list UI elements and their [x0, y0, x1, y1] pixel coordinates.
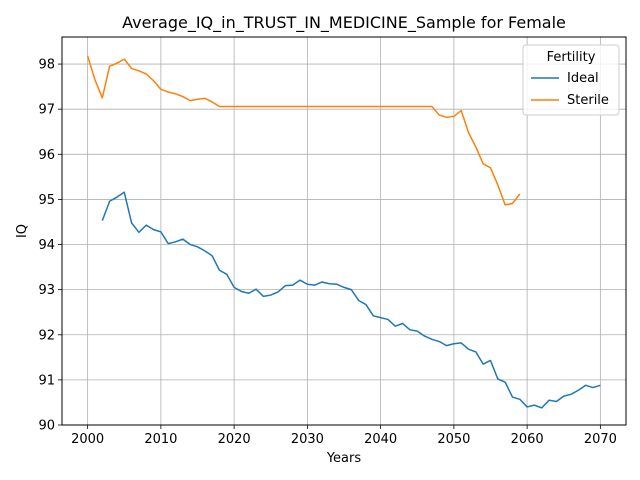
- x-tick-label: 2000: [71, 432, 104, 447]
- y-tick-label: 97: [38, 103, 55, 118]
- axis-ticks: 2000 2010 2020 2030 2040 2050 2060 2070 90 91 92 93…: [38, 58, 616, 447]
- series-line-sterile: [86, 55, 521, 206]
- plot-frame: [61, 36, 627, 426]
- y-tick-label: 92: [38, 328, 55, 343]
- chart-title: Average_IQ_in_TRUST_IN_MEDICINE_Sample f…: [122, 13, 566, 33]
- legend: Fertility Ideal Sterile: [522, 44, 620, 116]
- x-tick-label: 2070: [584, 432, 617, 447]
- x-tick-label: 2030: [291, 432, 324, 447]
- y-axis-label: IQ: [15, 224, 30, 238]
- y-tick-label: 98: [38, 58, 55, 73]
- y-tick-label: 95: [38, 193, 55, 208]
- y-tick-label: 96: [38, 148, 55, 163]
- x-tick-label: 2040: [364, 432, 397, 447]
- y-tick-label: 93: [38, 283, 55, 298]
- legend-items: Ideal Sterile: [531, 71, 609, 108]
- x-tick-label: 2020: [218, 432, 251, 447]
- legend-label-sterile: Sterile: [567, 93, 609, 108]
- y-tick-label: 94: [38, 238, 55, 253]
- x-tick-label: 2050: [437, 432, 470, 447]
- series-line-ideal: [101, 191, 601, 409]
- y-tick-label: 91: [38, 373, 55, 388]
- series-lines: [86, 55, 601, 409]
- legend-label-ideal: Ideal: [567, 71, 599, 86]
- x-tick-label: 2060: [511, 432, 544, 447]
- legend-box: [522, 44, 620, 116]
- x-tick-label: 2010: [144, 432, 177, 447]
- y-tick-label: 90: [38, 419, 55, 434]
- x-axis-label: Years: [326, 451, 362, 466]
- legend-title: Fertility: [547, 50, 596, 65]
